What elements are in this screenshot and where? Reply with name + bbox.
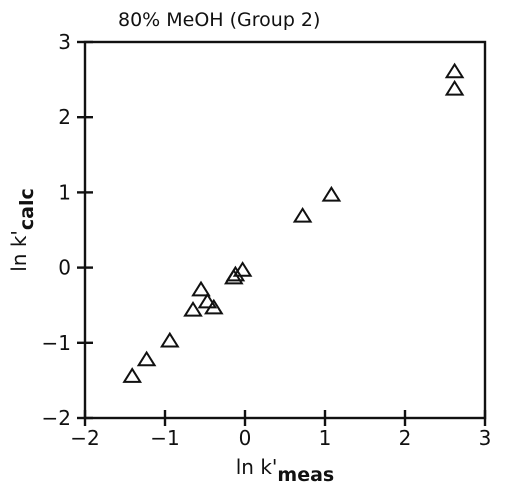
y-axis-label-subscript: calc xyxy=(16,188,38,230)
x-tick-label: −1 xyxy=(150,426,179,450)
data-point xyxy=(444,62,465,79)
y-tick-label: 0 xyxy=(58,256,71,280)
y-tick-label: −2 xyxy=(42,406,71,430)
x-tick-label: 3 xyxy=(479,426,492,450)
y-axis-label: ln k'calc xyxy=(7,188,38,272)
data-point xyxy=(232,261,253,277)
y-tick-label: 1 xyxy=(58,180,71,204)
x-axis-ticks: −2 −1 0 1 2 3 xyxy=(70,410,491,450)
x-tick-label: 2 xyxy=(399,426,412,450)
y-axis-label-main: ln k' xyxy=(7,230,31,272)
data-point xyxy=(191,280,211,297)
x-axis-label-main: ln k' xyxy=(236,455,278,479)
data-point xyxy=(122,367,143,383)
data-points xyxy=(122,62,465,383)
data-point xyxy=(159,331,180,348)
y-tick-label: 3 xyxy=(58,30,71,54)
x-tick-label: 0 xyxy=(239,426,252,450)
x-tick-label: −2 xyxy=(70,426,99,450)
data-point xyxy=(223,268,244,285)
data-point xyxy=(197,292,218,309)
y-axis-ticks: −2 −1 0 1 2 3 xyxy=(42,30,93,430)
data-point xyxy=(321,185,342,202)
y-tick-label: 2 xyxy=(58,105,71,129)
x-axis-label-subscript: meas xyxy=(277,464,334,486)
x-tick-label: 1 xyxy=(319,426,332,450)
data-point xyxy=(183,300,203,317)
data-point xyxy=(292,206,313,223)
plot-frame xyxy=(83,40,487,420)
data-point xyxy=(444,79,465,96)
chart-title: 80% MeOH (Group 2) xyxy=(118,9,320,31)
data-point xyxy=(136,350,157,367)
y-tick-label: −1 xyxy=(42,331,71,355)
x-axis-label: ln k'meas xyxy=(236,455,335,486)
